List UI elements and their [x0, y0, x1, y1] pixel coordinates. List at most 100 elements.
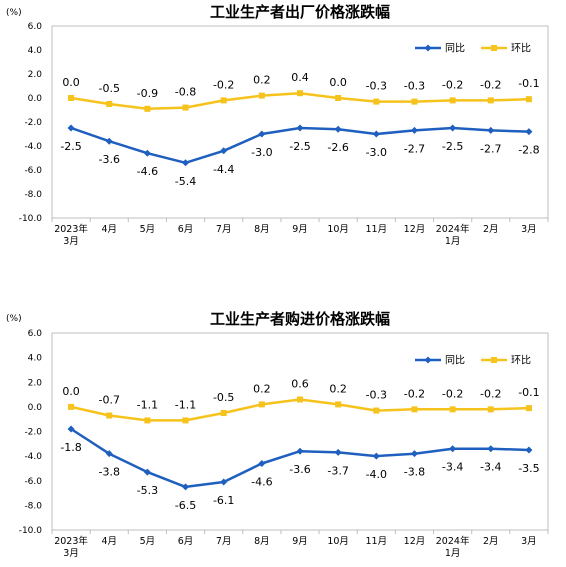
chart-title: 工业生产者购进价格涨跌幅 — [210, 310, 390, 328]
x-tick-label: 3月 — [521, 224, 537, 235]
data-point — [487, 97, 494, 104]
y-tick-label: -10.0 — [19, 526, 43, 536]
x-tick-label: 9月 — [292, 536, 308, 547]
y-tick-label: -6.0 — [24, 477, 42, 487]
data-point — [105, 450, 113, 458]
data-label: 0.0 — [62, 385, 80, 398]
x-tick-label: 9月 — [292, 224, 308, 235]
y-tick-label: 4.0 — [28, 354, 43, 364]
data-label: -3.4 — [442, 461, 463, 474]
data-point — [334, 448, 342, 456]
data-point — [335, 401, 342, 408]
data-point — [258, 460, 266, 468]
y-tick-label: 2.0 — [28, 378, 43, 388]
data-point — [258, 401, 265, 408]
data-label: -4.0 — [366, 468, 387, 481]
y-tick-label: -8.0 — [24, 501, 42, 511]
data-label: 0.0 — [62, 76, 80, 89]
x-tick-label: 3月 — [521, 536, 537, 547]
data-point — [144, 417, 151, 424]
data-point — [372, 452, 380, 460]
data-label: -3.7 — [327, 464, 348, 477]
legend-marker — [424, 44, 432, 52]
data-point — [106, 101, 113, 107]
x-tick-label: 2024年 1月 — [436, 535, 470, 559]
data-point — [297, 396, 303, 403]
data-label: -2.8 — [518, 144, 539, 157]
data-label: -0.2 — [442, 387, 463, 400]
x-tick-label: 6月 — [178, 224, 194, 235]
data-label: -1.8 — [60, 441, 81, 454]
y-tick-label: 6.0 — [28, 329, 43, 339]
y-tick-label: -2.0 — [24, 428, 42, 438]
legend: 同比 环比 — [415, 355, 531, 367]
data-label: -0.5 — [98, 82, 119, 95]
data-point — [143, 149, 151, 157]
data-label: 0.0 — [329, 76, 347, 89]
data-label: 0.6 — [291, 377, 309, 390]
y-tick-label: -8.0 — [24, 190, 42, 200]
data-label: -0.3 — [366, 389, 387, 402]
data-label: -2.5 — [289, 140, 310, 153]
data-point — [525, 96, 532, 103]
data-point — [525, 405, 532, 412]
y-tick-label: 0.0 — [28, 94, 43, 104]
data-label: 0.2 — [253, 74, 271, 87]
x-tick-label: 5月 — [140, 536, 156, 547]
data-label: -4.6 — [251, 476, 272, 489]
data-point — [297, 90, 303, 97]
data-label: -1.1 — [175, 398, 196, 411]
data-label: -2.5 — [60, 140, 81, 153]
data-point — [449, 97, 456, 104]
data-point — [182, 483, 190, 491]
data-point — [373, 98, 380, 105]
data-point — [220, 410, 227, 417]
legend-label: 环比 — [511, 355, 531, 367]
data-label: -0.3 — [404, 80, 425, 93]
data-point — [144, 105, 151, 112]
data-point — [258, 130, 266, 138]
data-label: -0.3 — [366, 80, 387, 93]
data-label: -3.8 — [404, 466, 425, 479]
x-tick-label: 10月 — [327, 224, 349, 235]
data-label: -0.2 — [404, 387, 425, 400]
data-label: -0.2 — [442, 78, 463, 91]
chart-2: 工业生产者购进价格涨跌幅 (%) 6.0 4.0 2.0 0.0 -2.0 -4.0 -6.0 -… — [6, 310, 549, 559]
y-tick-label: 0.0 — [28, 403, 43, 413]
data-label: -0.8 — [175, 86, 196, 99]
data-point — [182, 417, 189, 424]
data-point — [220, 478, 228, 486]
y-unit-label: (%) — [6, 8, 22, 18]
y-tick-label: 2.0 — [28, 70, 43, 80]
data-label: -3.0 — [366, 146, 387, 159]
legend: 同比 环比 — [415, 43, 531, 55]
x-tick-label: 4月 — [101, 224, 117, 235]
data-label: -2.7 — [480, 142, 501, 155]
x-tick-label: 4月 — [101, 536, 117, 547]
y-tick-label: -4.0 — [24, 142, 42, 152]
data-point — [334, 125, 342, 133]
data-point — [449, 406, 456, 413]
data-point — [67, 124, 75, 132]
data-label: -1.1 — [137, 398, 158, 411]
x-tick-label: 6月 — [178, 536, 194, 547]
data-label: -0.9 — [137, 87, 158, 100]
data-point — [411, 406, 418, 413]
x-tick-label: 10月 — [327, 536, 349, 547]
data-point — [296, 447, 304, 455]
legend-label: 同比 — [445, 355, 465, 367]
data-label: -0.5 — [213, 391, 234, 404]
data-label: -3.4 — [480, 461, 501, 474]
data-point — [487, 406, 494, 413]
data-point — [182, 104, 189, 111]
data-point — [220, 97, 227, 104]
y-tick-label: 4.0 — [28, 46, 43, 56]
x-tick-label: 2月 — [483, 224, 499, 235]
x-tick-label: 2月 — [483, 536, 499, 547]
data-label: -0.7 — [98, 393, 119, 406]
data-point — [106, 412, 113, 419]
data-point — [372, 130, 380, 138]
legend-marker — [424, 356, 432, 364]
data-label: -3.6 — [289, 463, 310, 476]
